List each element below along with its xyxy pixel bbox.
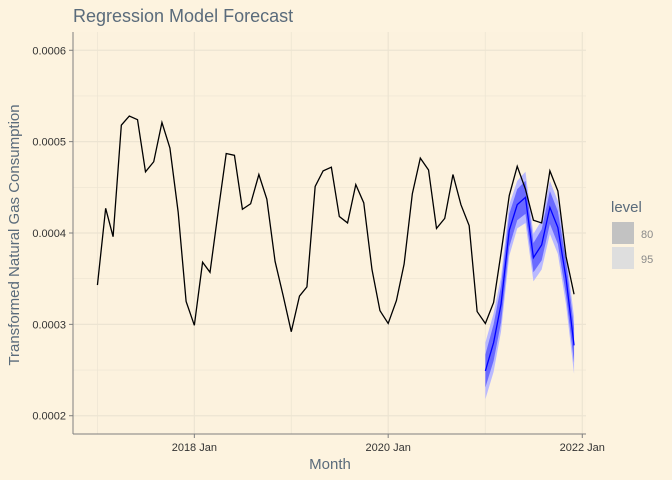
x-tick-label: 2018 Jan [172,442,217,454]
y-axis-title: Transformed Natural Gas Consumption [6,104,23,365]
x-axis-title: Month [309,456,351,473]
y-axis-ticks: 0.0002 0.0003 0.0004 0.0005 0.0006 [32,45,73,423]
x-tick-label: 2020 Jan [366,442,411,454]
legend-key-95 [612,247,634,269]
y-tick-label: 0.0004 [32,228,66,240]
chart-title: Regression Model Forecast [73,6,293,26]
y-tick-label: 0.0005 [32,137,66,149]
forecast-intervals [485,171,575,400]
y-tick-label: 0.0002 [32,411,66,423]
series-lines [96,115,575,372]
x-axis-ticks: 2018 Jan 2020 Jan 2022 Jan [172,434,605,454]
legend-label-95: 95 [641,254,653,266]
legend-key-80 [612,222,634,244]
forecast-line [484,196,575,372]
legend-title: level [611,199,642,216]
y-tick-label: 0.0003 [32,319,66,331]
legend: level 80 95 [611,199,653,269]
actual-line [96,115,575,332]
legend-label-80: 80 [641,229,653,241]
interval-80-band [485,180,575,388]
y-tick-label: 0.0006 [32,45,66,57]
grid-lines [73,32,586,434]
x-tick-label: 2022 Jan [560,442,605,454]
